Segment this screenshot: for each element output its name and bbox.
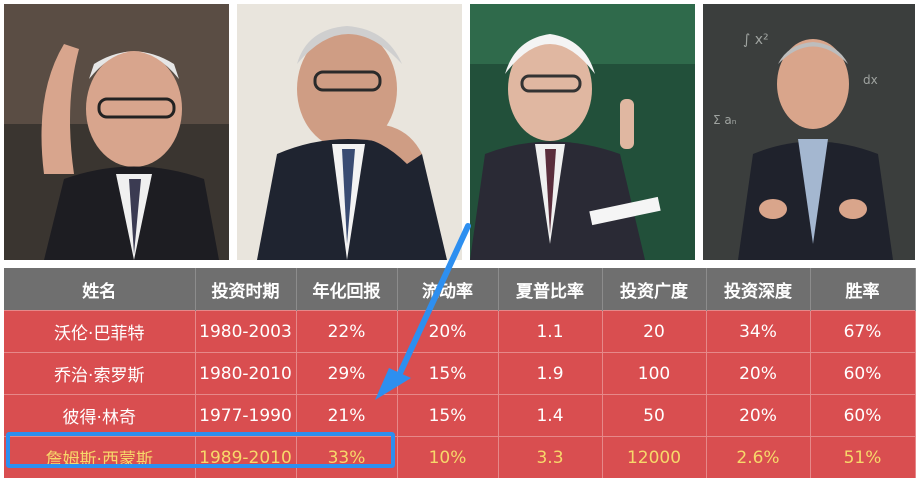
cell-win-rate: 60%	[810, 353, 915, 395]
cell-annual-return: 29%	[296, 353, 397, 395]
cell-turnover: 10%	[397, 437, 498, 478]
cell-sharpe: 1.9	[498, 353, 602, 395]
table-row: 乔治·索罗斯 1980-2010 29% 15% 1.9 100 20% 60%	[4, 353, 915, 395]
cell-breadth: 100	[602, 353, 706, 395]
header-annual-return: 年化回报	[296, 268, 397, 311]
cell-period: 1977-1990	[195, 395, 296, 437]
cell-breadth: 20	[602, 311, 706, 353]
cell-sharpe: 1.4	[498, 395, 602, 437]
header-breadth: 投资广度	[602, 268, 706, 311]
cell-win-rate: 60%	[810, 395, 915, 437]
cell-win-rate: 51%	[810, 437, 915, 478]
table-row: 沃伦·巴菲特 1980-2003 22% 20% 1.1 20 34% 67%	[4, 311, 915, 353]
cell-sharpe: 1.1	[498, 311, 602, 353]
cell-breadth: 12000	[602, 437, 706, 478]
cell-turnover: 15%	[397, 395, 498, 437]
cell-turnover: 15%	[397, 353, 498, 395]
portrait-photo: ∫ x² Σ aₙ dx	[703, 4, 915, 260]
svg-text:dx: dx	[863, 73, 878, 87]
cell-depth: 20%	[706, 395, 810, 437]
header-period: 投资时期	[195, 268, 296, 311]
cell-turnover: 20%	[397, 311, 498, 353]
portrait-photo	[237, 4, 462, 260]
cell-period: 1980-2010	[195, 353, 296, 395]
cell-name: 乔治·索罗斯	[4, 353, 195, 395]
header-sharpe: 夏普比率	[498, 268, 602, 311]
table-header-row: 姓名 投资时期 年化回报 流动率 夏普比率 投资广度 投资深度 胜率	[4, 268, 915, 311]
header-name: 姓名	[4, 268, 195, 311]
svg-text:Σ aₙ: Σ aₙ	[713, 113, 737, 127]
header-win-rate: 胜率	[810, 268, 915, 311]
highlight-box	[6, 432, 395, 468]
portrait-strip: ∫ x² Σ aₙ dx	[0, 0, 919, 265]
cell-name: 沃伦·巴菲特	[4, 311, 195, 353]
cell-breadth: 50	[602, 395, 706, 437]
cell-depth: 2.6%	[706, 437, 810, 478]
cell-annual-return: 21%	[296, 395, 397, 437]
table-row: 彼得·林奇 1977-1990 21% 15% 1.4 50 20% 60%	[4, 395, 915, 437]
svg-text:∫ x²: ∫ x²	[743, 32, 769, 48]
header-turnover: 流动率	[397, 268, 498, 311]
cell-win-rate: 67%	[810, 311, 915, 353]
cell-name: 彼得·林奇	[4, 395, 195, 437]
cell-depth: 34%	[706, 311, 810, 353]
cell-depth: 20%	[706, 353, 810, 395]
cell-sharpe: 3.3	[498, 437, 602, 478]
cell-annual-return: 22%	[296, 311, 397, 353]
header-depth: 投资深度	[706, 268, 810, 311]
portrait-photo	[470, 4, 695, 260]
cell-period: 1980-2003	[195, 311, 296, 353]
portrait-photo	[4, 4, 229, 260]
